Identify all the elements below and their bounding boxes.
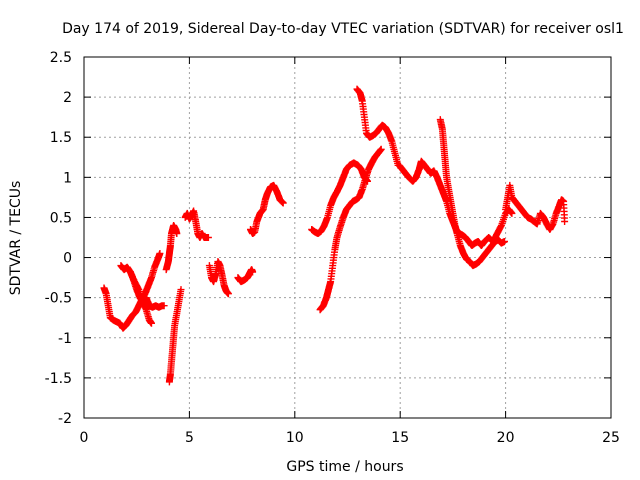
data-point-markers <box>182 208 212 242</box>
data-track <box>502 182 568 233</box>
y-tick-label: 1.5 <box>50 130 72 146</box>
x-tick-label: 0 <box>80 430 89 446</box>
y-tick-label: 1 <box>63 170 72 186</box>
plot-frame <box>84 57 611 418</box>
data-track <box>182 208 212 242</box>
data-track <box>166 286 185 385</box>
grid-lines <box>84 57 611 418</box>
data-track <box>101 250 164 332</box>
y-tick-label: -1 <box>58 331 72 347</box>
data-points <box>101 86 569 386</box>
data-point-markers <box>317 146 385 313</box>
x-tick-label: 5 <box>185 430 194 446</box>
x-axis-label: GPS time / hours <box>286 459 403 475</box>
data-point-markers <box>206 258 232 297</box>
chart-title: Day 174 of 2019, Sidereal Day-to-day VTE… <box>62 21 624 37</box>
data-track <box>163 222 181 273</box>
y-tick-label: -1.5 <box>45 371 72 387</box>
data-point-markers <box>166 286 185 385</box>
sdtvar-chart: 0 5 10 15 20 25 -2 -1.5 -1 -0.5 0 0.5 1 1.5 2 2.5 Day 1… <box>0 0 640 480</box>
y-tick-label: 2.5 <box>50 50 72 66</box>
x-tick-label: 15 <box>391 430 409 446</box>
y-tick-label: 0.5 <box>50 210 72 226</box>
data-point-markers <box>502 182 568 233</box>
y-tick-label: -2 <box>58 411 72 427</box>
y-axis-label: SDTVAR / TECUs <box>8 181 24 296</box>
x-tick-label: 10 <box>286 430 304 446</box>
data-track <box>247 182 287 237</box>
y-tick-label: 2 <box>63 90 72 106</box>
y-tick-label: 0 <box>63 251 72 267</box>
data-track <box>206 258 232 297</box>
data-point-markers <box>247 182 287 237</box>
x-tick-label: 25 <box>602 430 620 446</box>
data-point-markers <box>234 266 256 285</box>
y-tick-label: -0.5 <box>45 291 72 307</box>
data-track <box>317 146 385 313</box>
data-point-markers <box>101 250 164 332</box>
x-tick-label: 20 <box>497 430 515 446</box>
data-track <box>234 266 256 285</box>
data-point-markers <box>163 222 181 273</box>
axis-ticks <box>84 57 611 418</box>
